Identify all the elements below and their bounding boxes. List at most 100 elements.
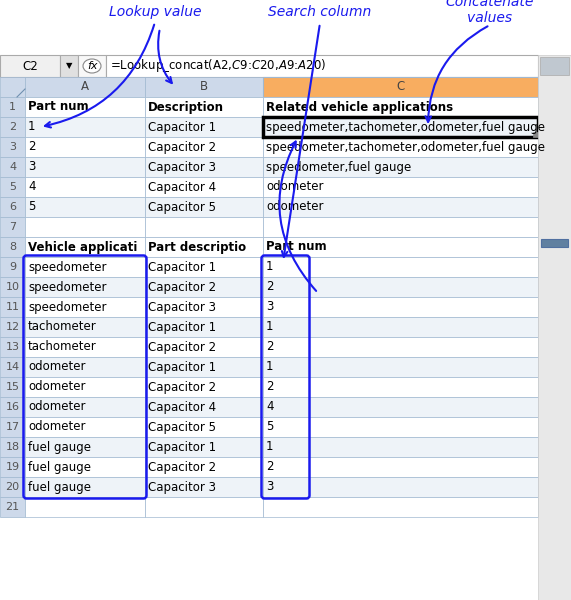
Text: 2: 2 (28, 140, 35, 154)
Text: Capacitor 3: Capacitor 3 (148, 481, 216, 493)
Bar (533, 132, 538, 137)
Text: speedometer: speedometer (28, 280, 107, 293)
Text: 5: 5 (9, 182, 16, 192)
Text: Capacitor 1: Capacitor 1 (148, 440, 216, 454)
Text: Part num: Part num (28, 100, 89, 113)
Bar (263, 117, 538, 137)
Bar (0, 237, 25, 257)
Bar (263, 277, 538, 297)
Text: Part descriptio: Part descriptio (148, 241, 246, 253)
Text: Capacitor 4: Capacitor 4 (148, 181, 216, 193)
Bar (0, 197, 25, 217)
Bar (106, 55, 538, 77)
Bar (145, 197, 263, 217)
Bar (0, 137, 25, 157)
Bar (0, 497, 25, 517)
Bar (25, 317, 145, 337)
Bar (263, 477, 538, 497)
Text: 1: 1 (266, 260, 274, 274)
Text: speedometer: speedometer (28, 260, 107, 274)
Text: 5: 5 (266, 421, 274, 433)
Text: 2: 2 (266, 280, 274, 293)
Bar (25, 497, 145, 517)
Text: 9: 9 (9, 262, 16, 272)
Bar (145, 417, 263, 437)
Text: Capacitor 2: Capacitor 2 (148, 380, 216, 394)
Text: 8: 8 (9, 242, 16, 252)
Bar (145, 337, 263, 357)
Bar (263, 437, 538, 457)
Bar (25, 157, 145, 177)
Text: Part num: Part num (266, 241, 327, 253)
Text: Capacitor 3: Capacitor 3 (148, 160, 216, 173)
Bar (145, 237, 263, 257)
Bar (25, 337, 145, 357)
Bar (25, 457, 145, 477)
Bar (145, 137, 263, 157)
Text: Description: Description (148, 100, 224, 113)
Text: 2: 2 (266, 461, 274, 473)
Text: 21: 21 (6, 502, 19, 512)
Bar (25, 477, 145, 497)
Text: 1: 1 (9, 102, 16, 112)
Text: speedometer: speedometer (28, 301, 107, 313)
Text: Capacitor 4: Capacitor 4 (148, 401, 216, 413)
Text: 13: 13 (6, 342, 19, 352)
Text: 2: 2 (266, 340, 274, 353)
Bar (263, 97, 538, 117)
Bar (25, 237, 145, 257)
Text: 11: 11 (6, 302, 19, 312)
Bar (25, 357, 145, 377)
Text: Lookup value: Lookup value (108, 5, 201, 19)
Text: tachometer: tachometer (28, 320, 96, 334)
Bar (145, 377, 263, 397)
Bar (145, 317, 263, 337)
Text: 16: 16 (6, 402, 19, 412)
Text: 18: 18 (6, 442, 19, 452)
Bar (0, 257, 25, 277)
Text: Capacitor 1: Capacitor 1 (148, 121, 216, 133)
Bar (145, 457, 263, 477)
Bar (78, 55, 106, 77)
Bar (0, 277, 25, 297)
Text: Capacitor 2: Capacitor 2 (148, 280, 216, 293)
Bar (0, 77, 25, 97)
Bar (263, 77, 538, 97)
Text: 17: 17 (6, 422, 19, 432)
Ellipse shape (83, 59, 101, 73)
Bar (263, 357, 538, 377)
Text: 19: 19 (6, 462, 19, 472)
Text: odometer: odometer (28, 401, 86, 413)
Bar (0, 117, 25, 137)
Text: 4: 4 (28, 181, 35, 193)
Text: 15: 15 (6, 382, 19, 392)
Text: Capacitor 5: Capacitor 5 (148, 421, 216, 433)
Text: 10: 10 (6, 282, 19, 292)
Text: Capacitor 1: Capacitor 1 (148, 320, 216, 334)
Text: Capacitor 2: Capacitor 2 (148, 140, 216, 154)
Text: 2: 2 (266, 380, 274, 394)
Bar (0, 417, 25, 437)
Bar (25, 117, 145, 137)
Bar (0, 437, 25, 457)
Text: 3: 3 (28, 160, 35, 173)
Bar (60, 55, 78, 77)
Text: odometer: odometer (28, 380, 86, 394)
Bar (0, 55, 60, 77)
Bar (0, 337, 25, 357)
Text: Capacitor 5: Capacitor 5 (148, 200, 216, 214)
Bar (0, 157, 25, 177)
Text: speedometer,tachometer,odometer,fuel gauge: speedometer,tachometer,odometer,fuel gau… (266, 121, 545, 133)
Bar (263, 257, 538, 277)
Bar (0, 297, 25, 317)
Bar (263, 177, 538, 197)
Bar (263, 337, 538, 357)
Text: fuel gauge: fuel gauge (28, 440, 91, 454)
Bar (0, 97, 25, 117)
Bar (25, 297, 145, 317)
Text: fuel gauge: fuel gauge (28, 481, 91, 493)
Bar (263, 417, 538, 437)
Bar (0, 317, 25, 337)
Text: 20: 20 (6, 482, 19, 492)
Text: 7: 7 (9, 222, 16, 232)
